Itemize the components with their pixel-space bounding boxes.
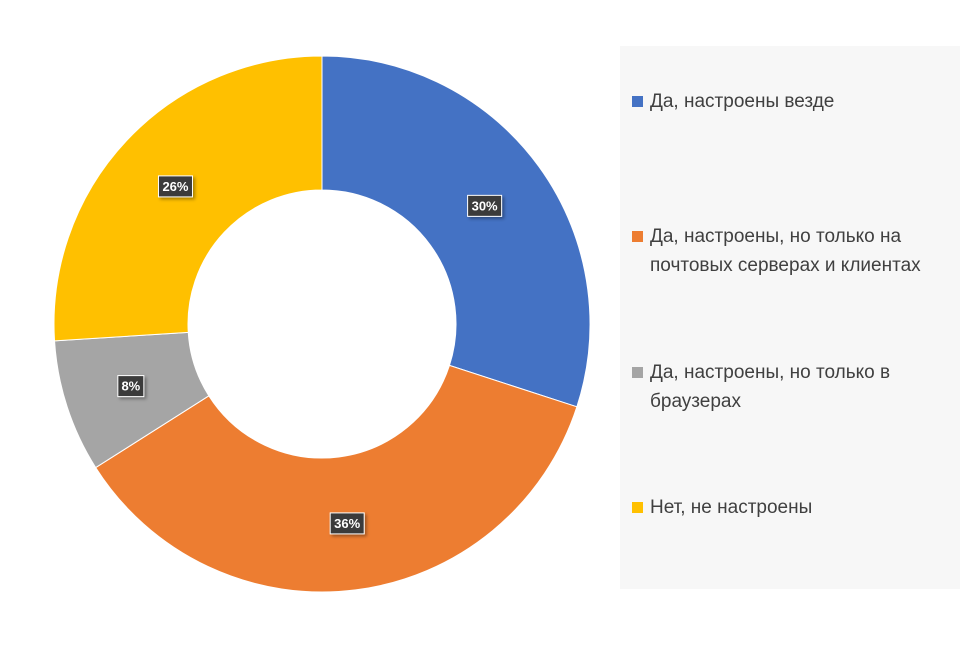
legend-item-1[interactable]: Да, настроены везде (632, 87, 957, 116)
data-label-box-3 (117, 375, 145, 398)
legend-item-4[interactable]: Нет, не настроены (632, 493, 957, 522)
donut-data-labels: 30% 36% 8% 26% (117, 175, 503, 535)
data-label-3: 8% (117, 375, 145, 398)
donut-slices (53, 55, 591, 593)
legend-item-2[interactable]: Да, настроены, но только на почтовых сер… (632, 222, 957, 280)
data-label-box-2 (329, 512, 365, 535)
data-label-text-3: 8% (121, 379, 140, 394)
legend-item-3[interactable]: Да, настроены, но только в браузерах (632, 358, 957, 416)
chart-legend: Да, настроены везде Да, настроены, но то… (620, 46, 960, 589)
legend-label-4: Нет, не настроены (650, 497, 813, 518)
data-label-4: 26% (157, 175, 193, 198)
data-label-box-4 (157, 175, 193, 198)
data-label-text-1: 30% (472, 198, 498, 213)
legend-label-2: Да, настроены, но только на почтовых сер… (650, 226, 921, 276)
donut-slice-4 (53, 55, 323, 342)
legend-label-3: Да, настроены, но только в браузерах (650, 362, 891, 412)
data-label-1: 30% (467, 194, 503, 217)
legend-swatch-1 (632, 96, 643, 107)
legend-swatch-3 (632, 367, 643, 378)
donut-slice-2 (95, 364, 578, 593)
data-label-box-1 (467, 194, 503, 217)
data-label-text-2: 36% (334, 516, 360, 531)
data-label-text-4: 26% (162, 179, 188, 194)
legend-label-1: Да, настроены везде (650, 91, 835, 112)
legend-swatch-4 (632, 502, 643, 513)
data-label-2: 36% (329, 512, 365, 535)
donut-slice-1 (321, 55, 591, 408)
legend-swatch-2 (632, 231, 643, 242)
